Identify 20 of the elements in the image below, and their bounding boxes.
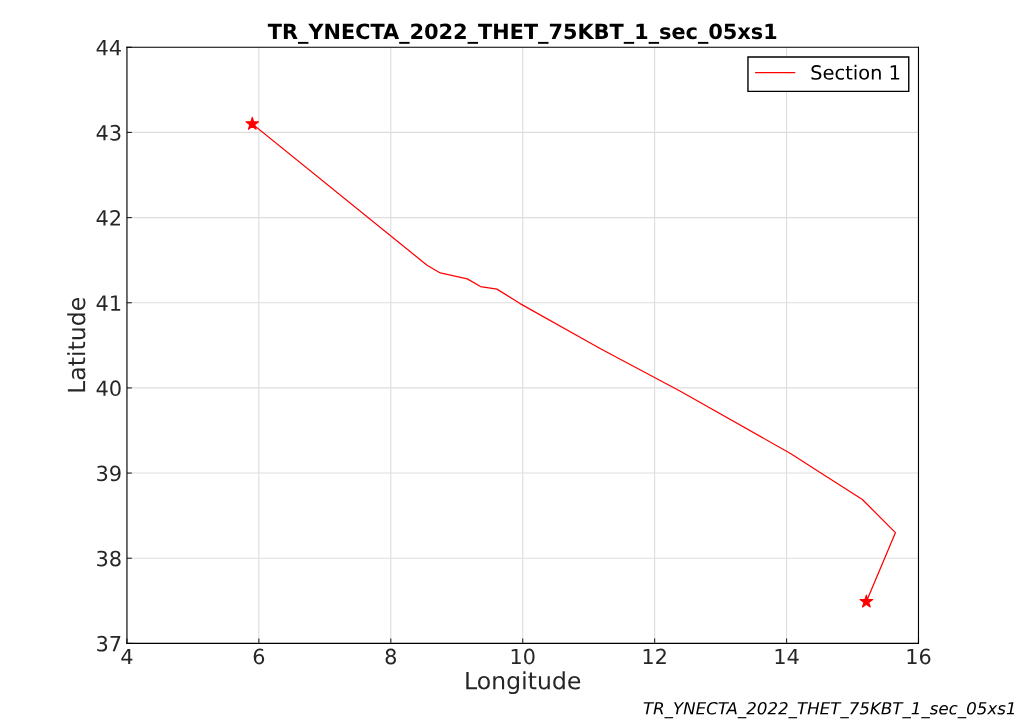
x-tick-label: 4 [121, 648, 133, 665]
y-tick-label: 37 [97, 635, 121, 652]
y-axis-title: Latitude [67, 297, 86, 392]
text: TR_YNECTA_2022_THET_75KBT_1_sec_05xs1 [643, 701, 1014, 719]
x-tick-label: 8 [385, 648, 396, 665]
x-tick-label: 16 [907, 648, 931, 665]
y-tick-label: 44 [96, 39, 121, 56]
y-tick-label: 40 [96, 380, 121, 397]
legend-label: Section 1 [811, 64, 900, 80]
x-tick-label: 14 [775, 648, 799, 665]
y-tick-label: 43 [96, 124, 121, 141]
y-tick-label: 39 [97, 465, 121, 482]
y-tick-label: 41 [96, 295, 121, 311]
y-tick-label: 38 [97, 550, 121, 567]
y-tick-label: 42 [96, 210, 120, 226]
x-tick-label: 12 [643, 648, 666, 665]
x-tick-label: 6 [253, 648, 265, 665]
x-axis-title: Longitude [466, 671, 581, 695]
x-tick-label: 10 [511, 648, 535, 665]
chart-title: TR_YNECTA_2022_THET_75KBT_1_sec_05xs1 [267, 23, 777, 44]
